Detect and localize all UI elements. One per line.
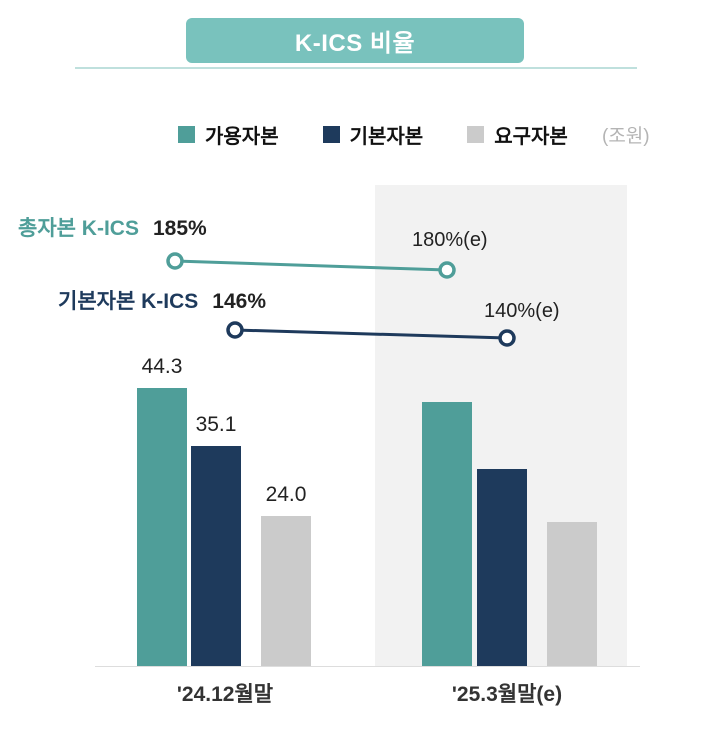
bar-value-basic-2412: 35.1 [195,413,237,436]
chart-title-text: K-ICS 비율 [294,30,416,57]
bar-basic-capital-2503 [477,469,527,667]
bar-required-capital-2503 [547,522,597,667]
legend-label-required-capital: 요구자본 [494,126,568,148]
total-kics-marker-1-icon [166,252,184,270]
basic-kics-estimate-value: 140%(e) [484,300,560,322]
legend-label-basic-capital: 기본자본 [349,126,424,148]
legend-item-available-capital: 가용자본 [178,120,279,149]
legend: 가용자본 기본자본 요구자본 [178,120,568,149]
bar-value-available-2412: 44.3 [141,355,183,378]
legend-label-available-capital: 가용자본 [205,126,279,148]
total-kics-label: 총자본 K-ICS [18,217,139,240]
basic-kics-value: 146% [212,290,266,313]
legend-swatch-teal-icon [178,126,195,143]
legend-swatch-navy-icon [322,126,340,143]
bar-value-required-2412: 24.0 [265,483,307,506]
basic-kics-label: 기본자본 K-ICS [58,290,199,313]
bar-available-capital-2412 [137,388,187,667]
basic-kics-marker-1-icon [226,321,244,339]
chart-title: K-ICS 비율 [186,18,524,63]
bar-required-capital-2412 [261,516,311,667]
total-kics-value: 185% [152,217,207,240]
bar-basic-capital-2412 [191,446,241,667]
x-axis-label-2412: '24.12월말 [176,683,274,706]
total-kics-estimate-value: 180%(e) [412,229,488,251]
title-divider [75,67,637,69]
unit-label: (조원) [602,126,650,147]
basic-kics-annotation: 기본자본 K-ICS 146% [58,285,266,315]
legend-item-required-capital: 요구자본 [467,120,568,149]
total-kics-annotation: 총자본 K-ICS 185% [18,212,207,242]
bar-available-capital-2503 [422,402,472,667]
legend-item-basic-capital: 기본자본 [322,120,424,149]
legend-swatch-gray-icon [467,126,485,143]
x-axis-label-2503: '25.3월말(e) [451,683,563,706]
x-axis-line [95,666,640,667]
